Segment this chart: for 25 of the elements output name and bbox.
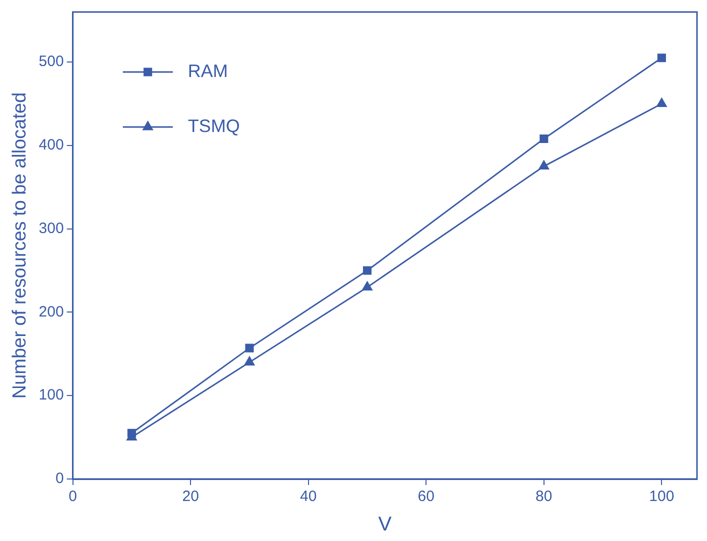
- legend-label: RAM: [188, 60, 228, 81]
- x-tick-label: 20: [182, 488, 199, 506]
- x-tick-label: 60: [418, 488, 434, 506]
- y-tick-label: 200: [38, 303, 64, 320]
- y-tick-label: 500: [38, 53, 64, 70]
- x-tick-label: 80: [536, 488, 552, 506]
- y-tick-label: 400: [38, 136, 64, 154]
- x-tick-label: 100: [649, 488, 674, 506]
- point: [657, 54, 666, 62]
- y-tick-label: 300: [38, 220, 64, 237]
- point: [656, 98, 667, 107]
- y-tick-label: 0: [55, 470, 64, 488]
- point: [127, 428, 136, 438]
- point: [362, 281, 372, 290]
- y-axis-title: Number of resources to be allocated: [10, 92, 31, 399]
- x-axis-title: V: [378, 514, 392, 536]
- point: [244, 356, 255, 366]
- x-tick-label: 40: [300, 488, 317, 506]
- y-tick-label: 100: [38, 386, 64, 404]
- point: [245, 344, 254, 352]
- point: [540, 134, 548, 144]
- point: [538, 160, 549, 170]
- x-tick-label: 0: [68, 488, 77, 506]
- point: [362, 266, 372, 275]
- legend-label: TSMQ: [188, 116, 240, 136]
